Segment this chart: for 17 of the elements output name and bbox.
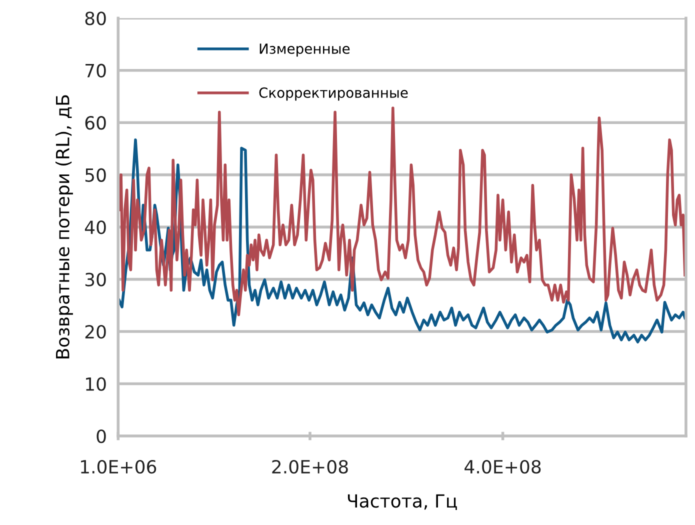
legend-label: Измеренные <box>260 44 350 57</box>
x-tick-label: 2.0E+08 <box>272 460 348 474</box>
y-axis-title: Возвратные потери (RL), дБ <box>55 95 73 358</box>
y-tick-label: 30 <box>85 272 106 286</box>
y-tick-label: 60 <box>85 116 106 130</box>
y-tick-label: 80 <box>85 12 106 26</box>
x-axis-title: Частота, Гц <box>348 494 457 510</box>
x-tick-label: 1.0E+06 <box>81 460 156 474</box>
legend-label: Скорректированные <box>259 87 408 101</box>
y-tick-label: 40 <box>84 220 106 234</box>
y-tick-label: 10 <box>86 377 106 391</box>
y-tick-label: 0 <box>96 429 106 444</box>
y-tick-label: 20 <box>85 324 106 339</box>
line-series <box>118 106 686 316</box>
y-tick-label: 70 <box>86 64 106 78</box>
y-tick-label: 50 <box>85 168 106 182</box>
x-tick-label: 4.0E+08 <box>464 460 541 474</box>
